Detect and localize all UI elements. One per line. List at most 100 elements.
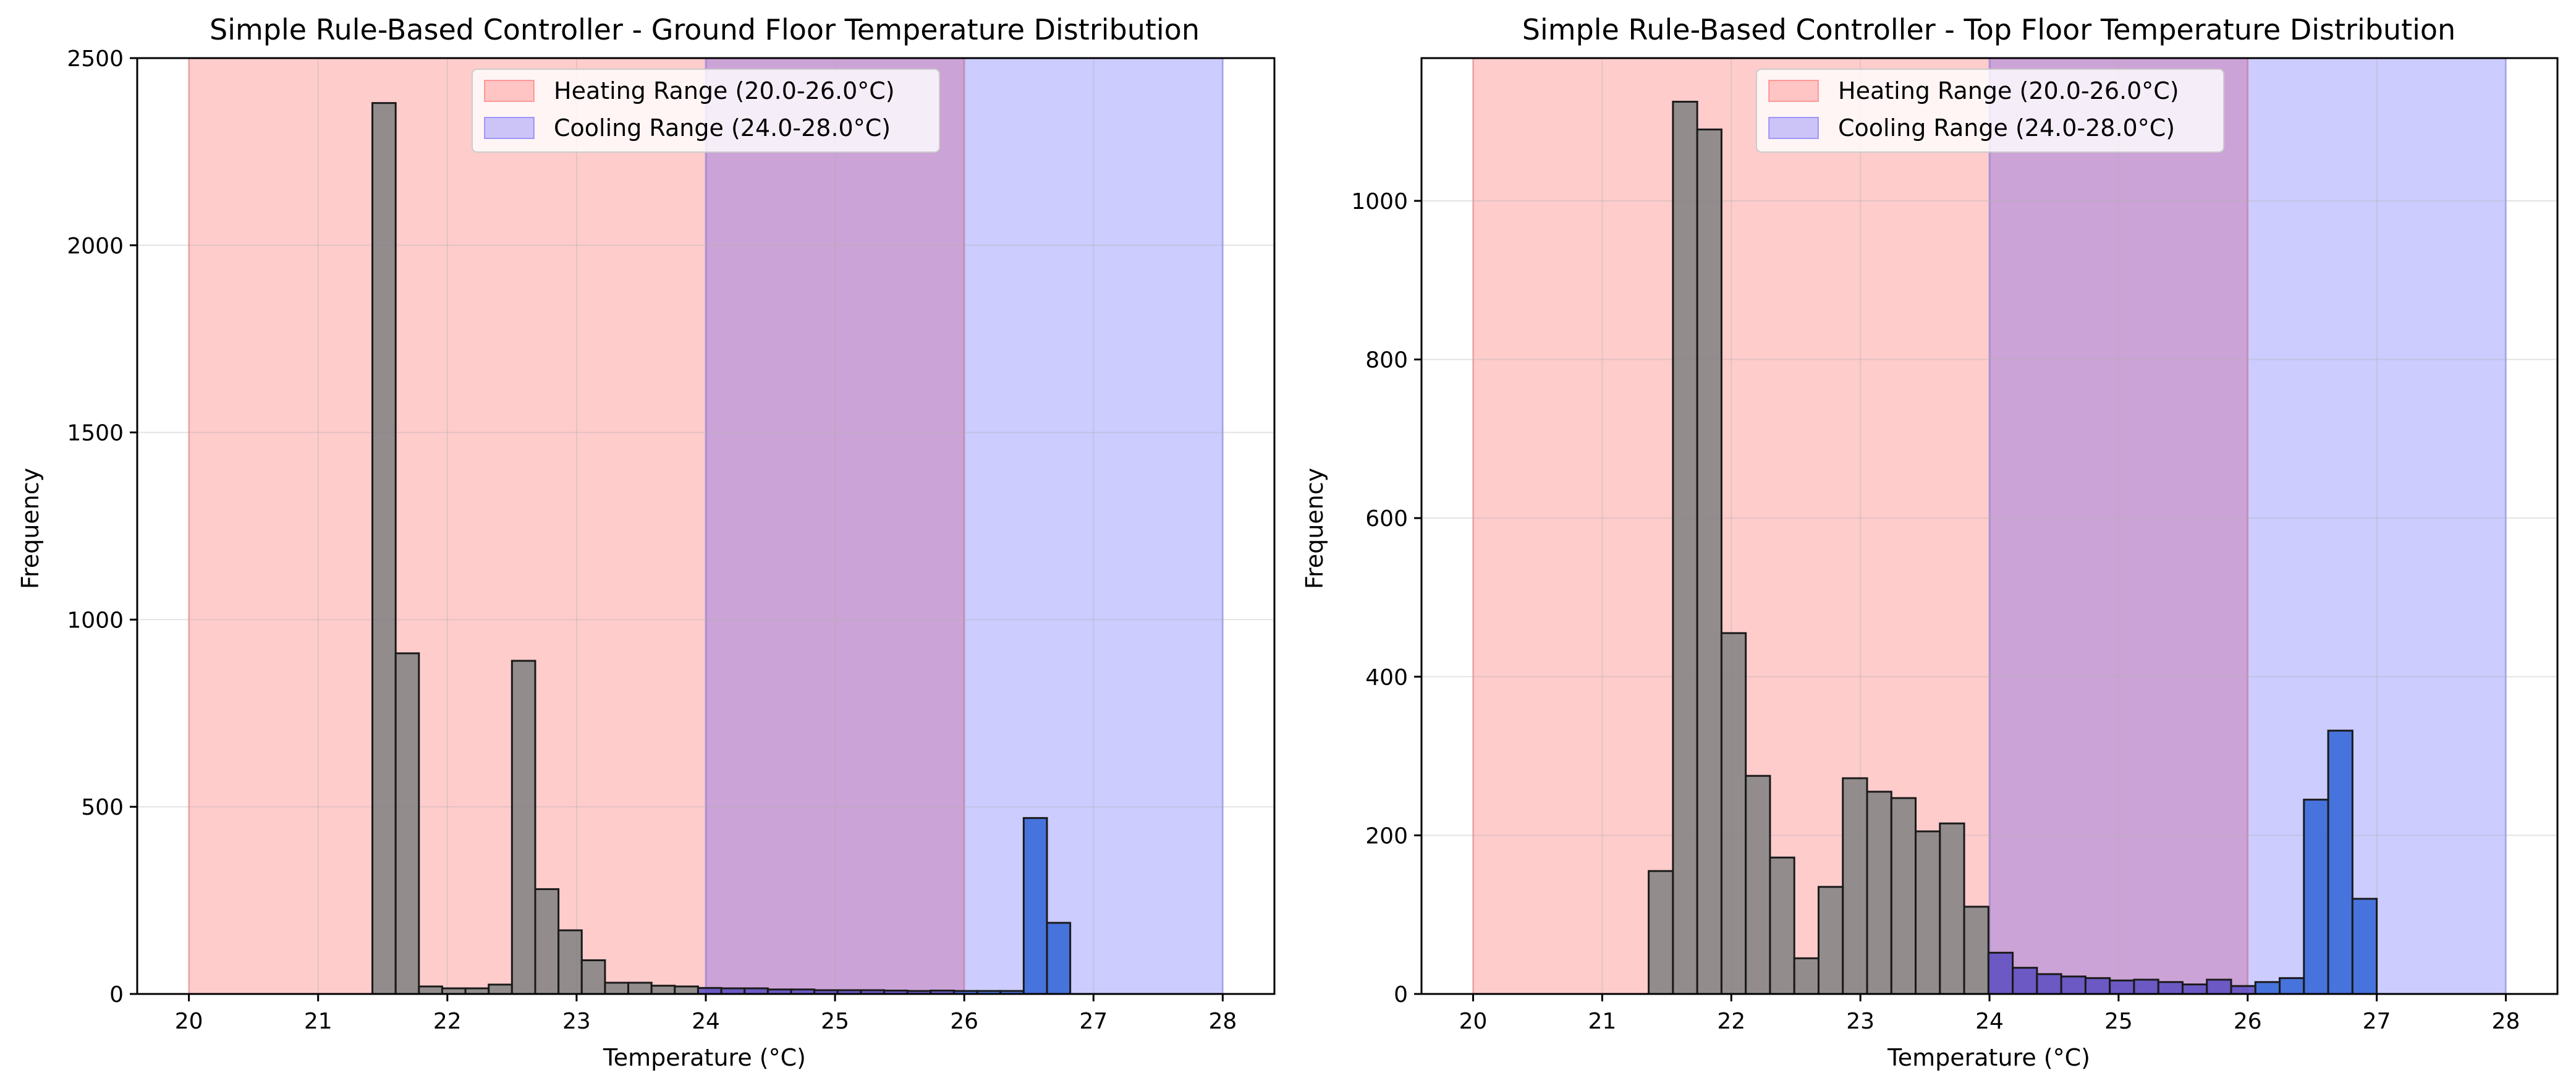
histogram-bar (1963, 906, 1989, 995)
histogram-bar (2133, 979, 2159, 995)
x-tick-label: 24 (1975, 1009, 2004, 1034)
x-tick-label: 22 (1717, 1009, 1745, 1034)
legend-swatch-heating (484, 80, 535, 102)
legend-label-cooling: Cooling Range (24.0-28.0°C) (554, 114, 891, 142)
x-tick-label: 20 (1459, 1009, 1488, 1034)
legend-box (472, 69, 940, 153)
y-tick-label: 0 (109, 982, 124, 1008)
histogram-bar (2303, 799, 2329, 995)
histogram-bar (2279, 977, 2305, 995)
x-tick-label: 27 (1079, 1009, 1108, 1034)
histogram-bar (1046, 922, 1072, 995)
x-tick-label: 24 (692, 1009, 720, 1034)
histogram-bar (1987, 951, 2014, 995)
legend: Heating Range (20.0-26.0°C) Cooling Rang… (1756, 69, 2224, 153)
histogram-bar (511, 660, 536, 995)
x-tick-label: 28 (1208, 1009, 1237, 1034)
histogram-bar (1842, 777, 1868, 995)
histogram-bar (1769, 856, 1795, 995)
histogram-bar (2060, 975, 2087, 995)
y-tick-label: 1500 (67, 421, 124, 446)
legend-label-cooling: Cooling Range (24.0-28.0°C) (1838, 114, 2175, 142)
histogram-bar (1939, 822, 1965, 995)
histogram-bar (2206, 979, 2232, 995)
x-tick-label: 26 (2234, 1009, 2262, 1034)
x-tick-label: 26 (950, 1009, 978, 1034)
histogram-bar (2351, 898, 2378, 995)
y-axis-label: Frequency (17, 468, 44, 589)
legend-swatch-cooling (1768, 117, 1819, 139)
x-tick-label: 21 (1588, 1009, 1617, 1034)
x-tick-label: 21 (304, 1009, 333, 1034)
x-tick-label: 23 (1846, 1009, 1875, 1034)
y-tick-label: 1000 (67, 608, 124, 633)
x-tick-label: 27 (2363, 1009, 2391, 1034)
chart-title: Simple Rule-Based Controller - Top Floor… (1522, 13, 2455, 46)
histogram-bar (1793, 957, 1820, 995)
plot-area: 20 21 22 23 24 25 26 27 28 0 500 1000 1500 2000 2500 (67, 46, 1276, 1034)
legend-box (1756, 69, 2224, 153)
histogram-bar (1720, 632, 1747, 995)
x-axis-label: Temperature (°C) (1887, 1044, 2090, 1071)
histogram-bar (1890, 797, 1917, 995)
histogram-bar (2109, 979, 2135, 995)
plot-area: 20 21 22 23 24 25 26 27 28 0 200 400 600 800 1000 (1351, 57, 2559, 1034)
x-axis-label: Temperature (°C) (603, 1044, 806, 1071)
histogram-bar (394, 652, 420, 995)
y-tick-label: 2000 (67, 234, 124, 259)
histogram-bar (2254, 981, 2281, 995)
histogram-bar (2012, 967, 2038, 995)
histogram-bar (1745, 775, 1771, 995)
histogram-bar (650, 985, 676, 995)
legend-label-heating: Heating Range (20.0-26.0°C) (554, 77, 895, 104)
histogram-bar (627, 982, 653, 995)
histogram-bar (371, 102, 397, 995)
histogram-bar (2230, 985, 2256, 995)
histogram-bar (534, 888, 560, 995)
histogram-bar (2181, 983, 2208, 995)
y-tick-label: 2500 (67, 46, 124, 72)
heating-range-band (189, 58, 965, 994)
y-tick-label: 1000 (1351, 189, 1408, 214)
y-tick-label: 400 (1365, 665, 1408, 690)
histogram-bar (580, 959, 606, 995)
histogram-bar (674, 985, 699, 995)
histogram-bar (1648, 870, 1674, 995)
legend: Heating Range (20.0-26.0°C) Cooling Rang… (472, 69, 940, 153)
histogram-bar (604, 982, 630, 995)
histogram-bar (418, 985, 443, 995)
histogram-bar (2327, 729, 2354, 995)
x-tick-label: 22 (433, 1009, 462, 1034)
histogram-bar (488, 983, 513, 995)
y-tick-label: 500 (81, 795, 124, 820)
histogram-bar (2084, 977, 2111, 995)
histogram-bar (1672, 101, 1698, 995)
histogram-bar (2157, 981, 2184, 995)
top-floor-chart: Simple Rule-Based Controller - Top Floor… (1301, 13, 2559, 1071)
legend-swatch-cooling (484, 117, 535, 139)
x-tick-label: 25 (2104, 1009, 2133, 1034)
histogram-bar (1022, 817, 1048, 995)
legend-swatch-heating (1768, 80, 1819, 102)
cooling-range-band (1989, 58, 2506, 994)
y-axis-label: Frequency (1301, 468, 1328, 589)
x-tick-label: 28 (2492, 1009, 2520, 1034)
histogram-bar (2036, 973, 2062, 995)
y-tick-label: 200 (1365, 823, 1408, 849)
y-tick-label: 800 (1365, 348, 1408, 373)
x-tick-label: 20 (175, 1009, 203, 1034)
cooling-range-band (706, 58, 1223, 994)
histogram-bar (1696, 128, 1722, 995)
x-tick-label: 25 (821, 1009, 849, 1034)
histogram-bar (557, 929, 583, 995)
y-tick-label: 0 (1394, 982, 1408, 1008)
chart-title: Simple Rule-Based Controller - Ground Fl… (210, 13, 1200, 46)
histogram-bar (1817, 886, 1844, 995)
ground-floor-chart: Simple Rule-Based Controller - Ground Fl… (17, 13, 1276, 1071)
x-tick-label: 23 (562, 1009, 591, 1034)
legend-label-heating: Heating Range (20.0-26.0°C) (1838, 77, 2179, 104)
y-tick-label: 600 (1365, 506, 1408, 532)
histogram-bar (1866, 791, 1892, 995)
histogram-bar (1915, 830, 1941, 995)
